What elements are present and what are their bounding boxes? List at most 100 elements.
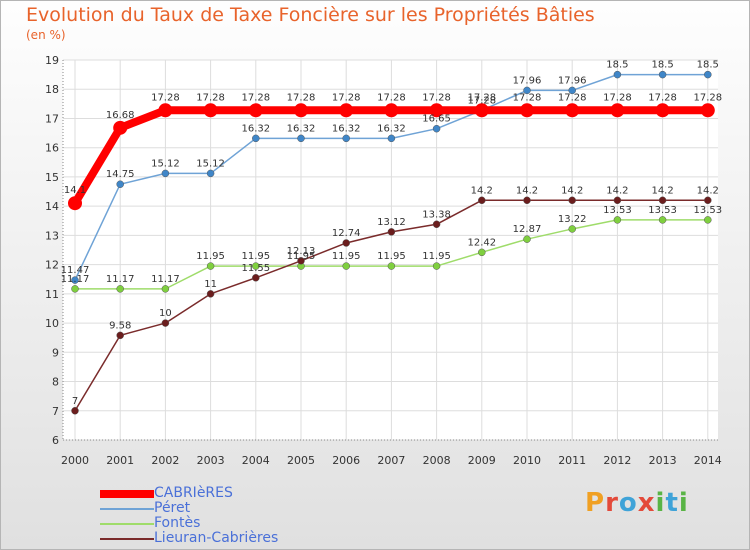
x-tick-label: 2001 [106,454,134,467]
legend-swatch-fontes [100,523,154,525]
data-point [203,103,218,118]
data-point [523,235,531,243]
data-label: 11.95 [422,251,451,262]
legend-label-lieuran: Lieuran-Cabrières [154,530,279,546]
data-label: 12.74 [332,228,361,239]
data-point [613,196,622,205]
data-point [478,248,486,257]
data-label: 13.12 [377,217,406,228]
data-label: 18.5 [606,60,628,71]
x-tick-label: 2014 [694,454,722,467]
x-tick-label: 2009 [468,454,496,467]
data-label: 17.28 [467,95,496,106]
data-point [71,285,79,293]
data-label: 7 [72,396,78,407]
data-point [206,290,215,298]
data-point [655,103,670,118]
logo-letter: i [678,488,689,518]
data-label: 17.28 [513,92,542,103]
data-point [568,86,576,95]
y-tick-label: 9 [52,346,59,359]
y-tick-label: 13 [45,229,59,242]
y-tick-label: 10 [45,317,59,330]
logo-letter: r [605,488,619,518]
data-label: 16.32 [241,123,270,134]
data-label: 14.2 [516,185,538,196]
data-label: 17.28 [648,92,677,103]
data-label: 11.55 [241,263,270,274]
data-label: 17.28 [558,92,587,103]
legend-swatch-peret [100,508,154,510]
data-point [432,124,441,133]
data-label: 18.5 [651,60,673,71]
data-point [339,103,354,118]
data-label: 13.53 [648,205,677,216]
data-label: 16.68 [106,110,135,121]
x-tick-label: 2004 [242,454,270,467]
plot-area [63,60,718,440]
data-point [161,285,170,293]
data-label: 17.96 [513,75,542,86]
logo-letter: x [637,488,656,518]
data-point [523,86,531,95]
data-point [478,196,486,205]
data-point [387,228,396,236]
data-label: 17.28 [377,92,406,103]
data-label: 14.75 [106,169,135,180]
data-label: 11.95 [332,251,361,262]
data-point [297,257,305,265]
y-tick-label: 6 [52,434,59,447]
data-label: 17.28 [151,92,180,103]
data-point [206,262,215,270]
data-point [520,103,534,118]
data-label: 13.53 [693,205,722,216]
data-point [161,169,170,178]
y-tick-label: 11 [45,288,59,301]
data-label: 17.28 [422,92,451,103]
legend-swatch-cabrieres [100,490,154,498]
data-point [342,134,350,143]
legend-label-fontes: Fontès [154,515,201,531]
data-label: 14.2 [561,185,583,196]
data-point [158,103,173,118]
x-tick-label: 2007 [377,454,405,467]
x-tick-label: 2010 [513,454,541,467]
data-label: 15.12 [196,158,225,169]
data-label: 11.17 [106,274,135,285]
data-label: 11.95 [241,251,270,262]
data-label: 9.58 [109,320,131,331]
x-tick-label: 2003 [197,454,225,467]
data-label: 13.38 [422,209,451,220]
data-point [658,196,667,205]
data-point [474,103,489,118]
data-point [387,134,396,143]
data-point [206,169,215,178]
legend-label-peret: Péret [154,500,191,516]
data-label: 18.5 [697,60,719,71]
data-label: 12.13 [287,246,316,257]
y-tick-label: 12 [45,259,59,272]
data-label: 16.32 [377,123,406,134]
data-label: 13.53 [603,205,632,216]
data-point [71,276,79,284]
data-label: 12.42 [467,237,496,248]
data-label: 13.22 [558,214,587,225]
y-tick-label: 19 [45,54,59,67]
data-label: 11.17 [61,274,90,285]
data-point [342,239,350,247]
data-point [113,120,128,135]
y-tick-label: 18 [45,83,59,96]
data-point [252,134,260,143]
data-point [613,216,622,224]
x-tick-label: 2013 [649,454,677,467]
x-tick-label: 2005 [287,454,315,467]
data-point [704,70,712,79]
data-point [116,285,124,293]
data-label: 16.65 [422,114,451,125]
data-label: 11.17 [151,274,180,285]
data-label: 17.28 [287,92,316,103]
data-point [161,319,170,327]
data-point [568,225,576,233]
data-label: 11 [204,279,217,290]
